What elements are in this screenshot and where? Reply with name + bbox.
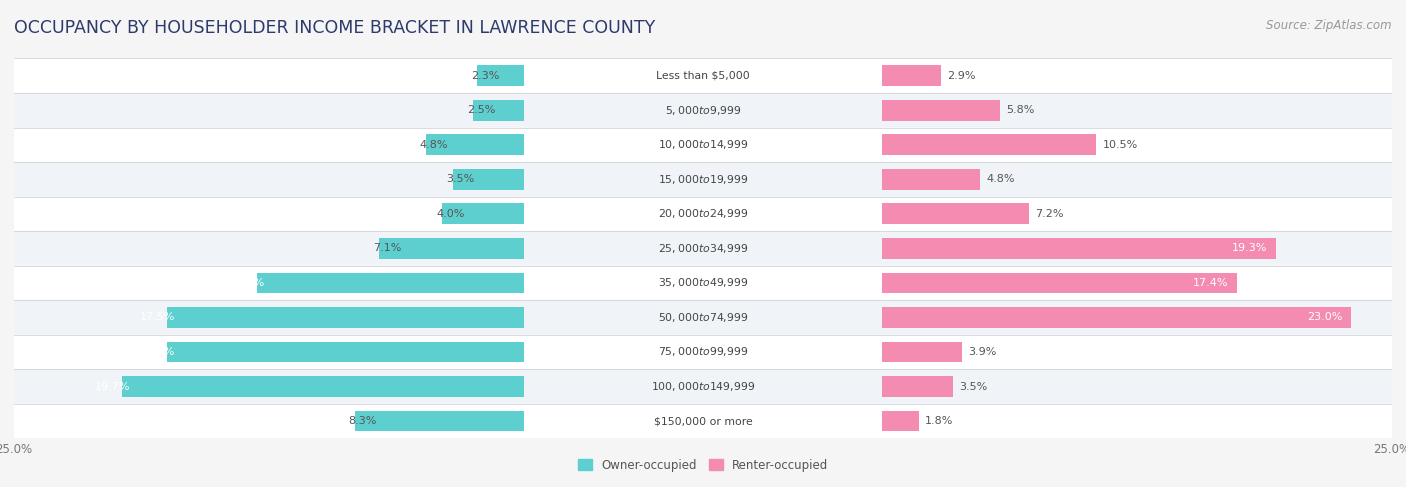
Text: 5.8%: 5.8% [1007, 105, 1035, 115]
Bar [14, 162, 524, 197]
Text: 17.5%: 17.5% [139, 313, 176, 322]
Bar [524, 231, 882, 265]
Bar [524, 197, 882, 231]
Bar [882, 341, 962, 362]
Text: 1.8%: 1.8% [925, 416, 953, 426]
Bar [524, 58, 882, 93]
Bar [882, 404, 1392, 438]
Text: 7.2%: 7.2% [1035, 209, 1063, 219]
Text: $5,000 to $9,999: $5,000 to $9,999 [665, 104, 741, 117]
Bar [14, 300, 524, 335]
Text: 7.1%: 7.1% [373, 244, 401, 253]
Bar [882, 369, 1392, 404]
Bar [882, 376, 953, 397]
Bar [524, 128, 882, 162]
Bar [167, 341, 524, 362]
Bar [524, 265, 882, 300]
Bar [257, 273, 524, 293]
Text: 17.5%: 17.5% [139, 347, 176, 357]
Text: 23.0%: 23.0% [1308, 313, 1343, 322]
Bar [380, 238, 524, 259]
Text: 3.5%: 3.5% [960, 381, 988, 392]
Bar [882, 204, 1029, 224]
Bar [426, 134, 524, 155]
Text: $20,000 to $24,999: $20,000 to $24,999 [658, 207, 748, 220]
Bar [524, 369, 882, 404]
Text: $100,000 to $149,999: $100,000 to $149,999 [651, 380, 755, 393]
Text: 2.9%: 2.9% [948, 71, 976, 81]
Bar [14, 369, 524, 404]
Text: 3.5%: 3.5% [446, 174, 475, 184]
Bar [882, 335, 1392, 369]
Text: 19.3%: 19.3% [1232, 244, 1268, 253]
Text: $25,000 to $34,999: $25,000 to $34,999 [658, 242, 748, 255]
Text: 2.5%: 2.5% [467, 105, 495, 115]
Text: 4.8%: 4.8% [420, 140, 449, 150]
Text: $50,000 to $74,999: $50,000 to $74,999 [658, 311, 748, 324]
Text: $75,000 to $99,999: $75,000 to $99,999 [658, 345, 748, 358]
Text: 10.5%: 10.5% [1102, 140, 1137, 150]
Bar [882, 307, 1351, 328]
Bar [882, 128, 1392, 162]
Bar [14, 93, 524, 128]
Bar [882, 58, 1392, 93]
Bar [882, 273, 1237, 293]
Text: 17.4%: 17.4% [1194, 278, 1229, 288]
Text: 3.9%: 3.9% [967, 347, 995, 357]
Text: 4.8%: 4.8% [986, 174, 1015, 184]
Text: 8.3%: 8.3% [349, 416, 377, 426]
Text: 19.7%: 19.7% [94, 381, 131, 392]
Bar [14, 335, 524, 369]
Bar [524, 300, 882, 335]
Bar [477, 65, 524, 86]
Text: 13.1%: 13.1% [229, 278, 264, 288]
Text: $10,000 to $14,999: $10,000 to $14,999 [658, 138, 748, 151]
Text: 4.0%: 4.0% [436, 209, 464, 219]
Text: Less than $5,000: Less than $5,000 [657, 71, 749, 81]
Text: OCCUPANCY BY HOUSEHOLDER INCOME BRACKET IN LAWRENCE COUNTY: OCCUPANCY BY HOUSEHOLDER INCOME BRACKET … [14, 19, 655, 37]
Text: Source: ZipAtlas.com: Source: ZipAtlas.com [1267, 19, 1392, 33]
Bar [443, 204, 524, 224]
Bar [882, 169, 980, 189]
Bar [524, 404, 882, 438]
Text: $35,000 to $49,999: $35,000 to $49,999 [658, 277, 748, 289]
Bar [14, 197, 524, 231]
Bar [14, 404, 524, 438]
Bar [472, 100, 524, 121]
Bar [882, 265, 1392, 300]
Bar [524, 162, 882, 197]
Bar [14, 128, 524, 162]
Bar [14, 265, 524, 300]
Bar [882, 197, 1392, 231]
Bar [882, 300, 1392, 335]
Bar [453, 169, 524, 189]
Bar [882, 411, 920, 431]
Text: 2.3%: 2.3% [471, 71, 499, 81]
Bar [354, 411, 524, 431]
Bar [524, 93, 882, 128]
Bar [524, 335, 882, 369]
Text: $150,000 or more: $150,000 or more [654, 416, 752, 426]
Bar [882, 65, 941, 86]
Bar [882, 134, 1097, 155]
Bar [882, 93, 1392, 128]
Legend: Owner-occupied, Renter-occupied: Owner-occupied, Renter-occupied [572, 454, 834, 476]
Bar [122, 376, 524, 397]
Bar [882, 162, 1392, 197]
Bar [882, 100, 1001, 121]
Text: $15,000 to $19,999: $15,000 to $19,999 [658, 173, 748, 186]
Bar [14, 231, 524, 265]
Bar [882, 238, 1275, 259]
Bar [14, 58, 524, 93]
Bar [882, 231, 1392, 265]
Bar [167, 307, 524, 328]
